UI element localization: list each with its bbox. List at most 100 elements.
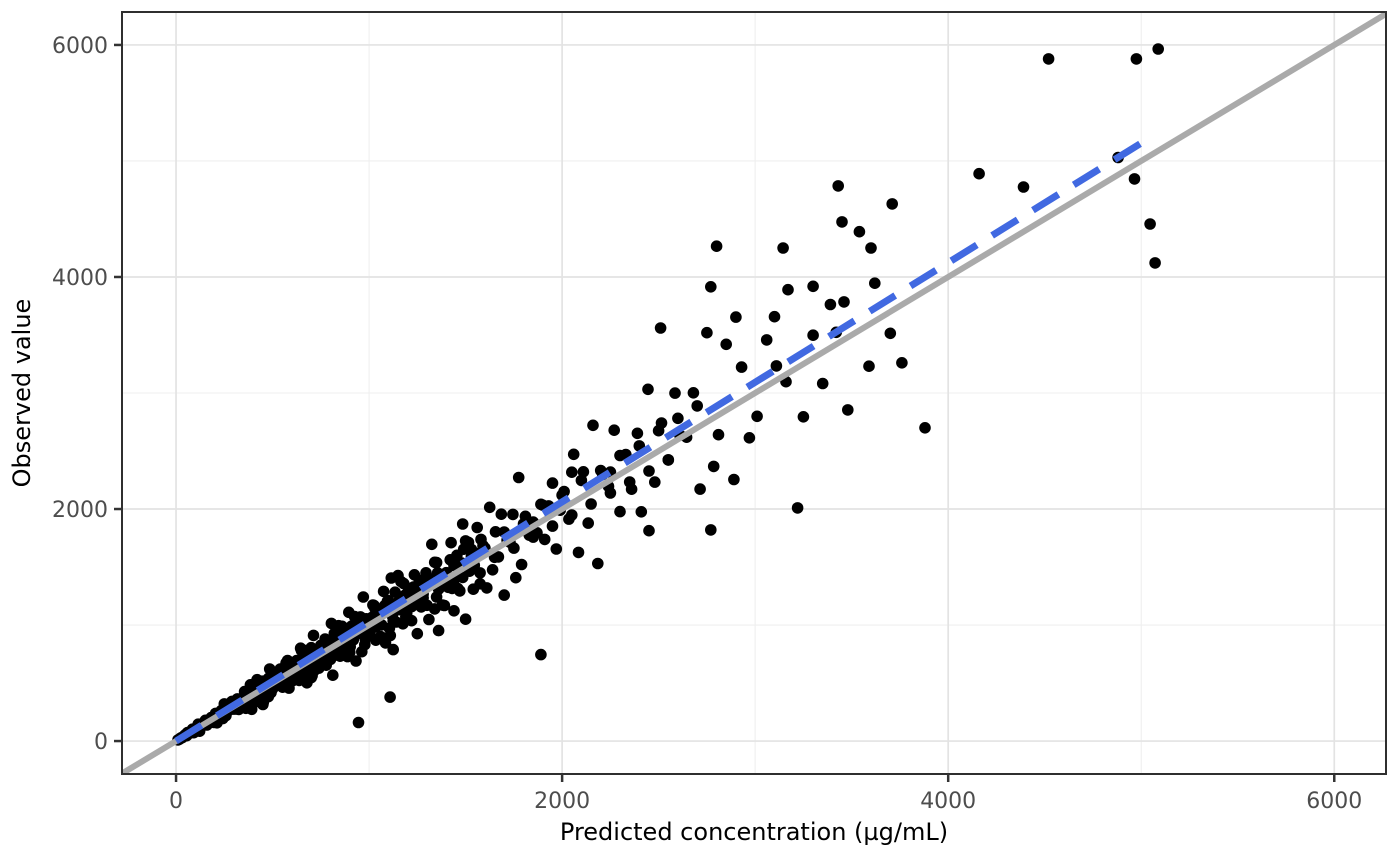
data-point [295, 644, 308, 657]
data-point [510, 571, 522, 584]
data-point [367, 599, 379, 611]
data-point [791, 502, 804, 514]
data-point [863, 360, 875, 373]
data-point [730, 311, 742, 323]
data-point [471, 521, 484, 534]
data-point [973, 167, 985, 180]
data-point [869, 277, 881, 290]
data-point [352, 716, 365, 729]
x-tick-label: 0 [169, 789, 183, 814]
data-point [701, 326, 713, 339]
data-point [652, 424, 665, 437]
data-point [392, 569, 404, 582]
data-point [865, 242, 877, 254]
data-point [832, 180, 844, 192]
data-point [305, 641, 318, 654]
data-point [512, 471, 525, 484]
data-point [426, 538, 438, 551]
data-point [307, 629, 320, 642]
data-point [452, 582, 464, 595]
data-point [842, 404, 854, 416]
data-point [387, 615, 400, 627]
data-point [475, 533, 487, 546]
data-point [359, 632, 372, 645]
data-point [445, 536, 457, 549]
data-point [694, 483, 706, 495]
data-point [687, 387, 700, 399]
data-point [459, 613, 472, 625]
data-point [384, 691, 396, 703]
data-point [1152, 43, 1164, 55]
data-point [735, 361, 748, 373]
data-point [405, 614, 418, 627]
data-point [344, 639, 356, 651]
gridlines-major [122, 12, 1386, 774]
data-point [919, 422, 931, 434]
x-axis-title: Predicted concentration (µg/mL) [560, 818, 948, 846]
data-point [672, 412, 684, 425]
x-tick-label: 6000 [1306, 789, 1362, 814]
data-point [824, 298, 837, 311]
data-point [350, 655, 362, 667]
data-point [413, 574, 426, 587]
data-point [1130, 53, 1143, 65]
data-point [486, 564, 499, 576]
identity-line [122, 12, 1386, 774]
data-point [263, 663, 276, 675]
data-point [768, 310, 781, 323]
data-point [389, 586, 401, 598]
data-point [387, 643, 400, 656]
data-point [566, 466, 578, 479]
data-point [691, 400, 703, 412]
data-point [575, 474, 588, 487]
data-point [720, 338, 732, 351]
data-point [508, 542, 520, 554]
data-point [566, 509, 578, 521]
data-point [777, 242, 789, 254]
data-point [642, 383, 654, 396]
data-point [807, 329, 819, 342]
data-point [538, 533, 551, 546]
data-point [448, 559, 460, 572]
data-point [760, 334, 773, 346]
data-point [357, 591, 370, 603]
y-tick-label: 0 [94, 730, 108, 755]
data-point [728, 473, 740, 486]
data-point [489, 526, 502, 538]
data-point [592, 557, 604, 570]
data-point [705, 281, 717, 293]
y-axis-title: Observed value [8, 299, 36, 488]
data-point [498, 589, 511, 601]
data-point [838, 296, 850, 308]
data-point [459, 535, 472, 547]
axis-tick-labels-layer: 0 2000 4000 6000 0 2000 4000 6000 [52, 34, 1362, 814]
data-point [884, 327, 897, 340]
data-point [635, 506, 648, 518]
data-point [313, 662, 325, 674]
data-point [710, 240, 723, 252]
data-point [527, 531, 539, 543]
x-tick-label: 2000 [534, 789, 590, 814]
data-point [423, 613, 435, 626]
data-point [1144, 218, 1156, 230]
data-point [572, 546, 585, 559]
data-point [614, 449, 626, 462]
data-point [535, 648, 547, 661]
data-point [853, 225, 866, 238]
data-point [1149, 257, 1161, 269]
y-tick-label: 4000 [52, 266, 108, 291]
data-point [582, 517, 594, 529]
data-point [604, 487, 617, 499]
data-point [585, 498, 597, 510]
data-point [649, 476, 661, 488]
data-point [550, 543, 563, 555]
data-point [507, 508, 519, 521]
fit-line [174, 136, 1149, 745]
data-point [474, 567, 486, 579]
data-point [643, 465, 655, 477]
data-point [886, 198, 898, 210]
data-point [481, 582, 493, 594]
data-point [614, 505, 626, 518]
